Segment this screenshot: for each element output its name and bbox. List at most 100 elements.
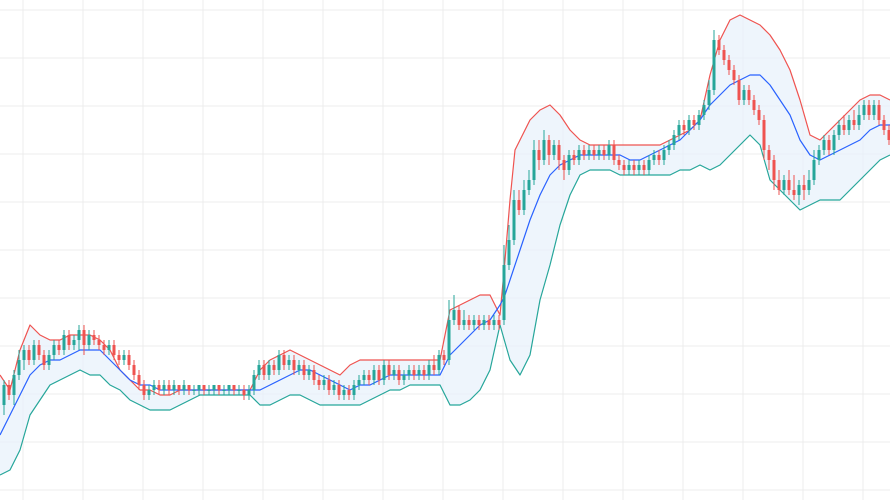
candle	[12, 370, 16, 405]
candle	[722, 45, 726, 65]
candle-body	[237, 390, 241, 391]
candle-body	[807, 180, 811, 190]
candle-body	[452, 310, 456, 320]
candle	[352, 380, 356, 400]
candle	[712, 30, 716, 95]
candle-body	[22, 350, 26, 360]
candle-body	[517, 200, 521, 210]
candle-body	[427, 365, 431, 375]
candle-body	[767, 150, 771, 160]
candle	[622, 160, 626, 175]
candle-body	[562, 160, 566, 170]
candle	[257, 360, 261, 380]
lower-band-line	[0, 134, 890, 476]
candle	[472, 315, 476, 330]
candle-body	[352, 385, 356, 395]
candle	[627, 160, 631, 175]
candle	[522, 180, 526, 215]
candle-body	[472, 320, 476, 325]
candle	[707, 80, 711, 110]
candle-body	[702, 105, 706, 115]
candle	[582, 145, 586, 160]
candle	[197, 385, 201, 395]
candle-body	[267, 365, 271, 375]
candle-body	[102, 345, 106, 350]
candle	[262, 360, 266, 380]
candle	[532, 140, 536, 185]
candle-body	[872, 105, 876, 115]
candle	[302, 360, 306, 380]
candle	[757, 105, 761, 125]
candle	[57, 340, 61, 355]
candle-body	[597, 150, 601, 155]
candle-body	[737, 80, 741, 100]
candle	[342, 385, 346, 400]
candle-body	[722, 50, 726, 60]
candle-body	[787, 180, 791, 190]
candle-body	[17, 360, 21, 375]
candle	[497, 315, 501, 330]
candle	[122, 350, 126, 365]
candle	[677, 120, 681, 140]
candle	[182, 380, 186, 395]
candle	[477, 315, 481, 330]
candle-body	[667, 145, 671, 150]
candle-body	[417, 370, 421, 375]
candle	[547, 135, 551, 165]
candle-body	[462, 320, 466, 325]
candle-body	[762, 120, 766, 150]
candle	[682, 120, 686, 135]
candle-body	[97, 340, 101, 345]
candle	[462, 310, 466, 330]
candle-body	[622, 165, 626, 170]
candle	[407, 365, 411, 380]
candle	[587, 145, 591, 160]
candle	[592, 145, 596, 160]
candle-body	[67, 335, 71, 345]
candle-body	[122, 355, 126, 360]
candle	[127, 350, 131, 370]
candle-body	[372, 370, 376, 380]
candle	[307, 365, 311, 380]
candle	[567, 150, 571, 175]
candle-body	[507, 240, 511, 265]
candle	[447, 300, 451, 365]
candle	[72, 335, 76, 350]
candle	[252, 370, 256, 395]
candle-body	[182, 385, 186, 390]
candle	[232, 385, 236, 395]
candle	[767, 145, 771, 170]
candle-body	[537, 150, 541, 160]
candle	[822, 135, 826, 155]
candle-body	[752, 100, 756, 110]
candle-body	[607, 145, 611, 155]
candle-body	[797, 185, 801, 195]
candle-body	[247, 390, 251, 395]
candles	[2, 30, 890, 415]
candle-body	[742, 90, 746, 100]
candle	[647, 155, 651, 175]
candle-body	[217, 385, 221, 390]
candle	[432, 355, 436, 375]
candle	[672, 130, 676, 150]
candle	[37, 340, 41, 360]
candle-body	[697, 115, 701, 125]
candle	[277, 350, 281, 375]
candle-body	[337, 385, 341, 395]
candle	[517, 190, 521, 215]
candle	[737, 75, 741, 105]
candle-body	[72, 340, 76, 345]
candle-body	[402, 375, 406, 380]
candle-body	[677, 125, 681, 135]
candle	[652, 150, 656, 165]
candle	[747, 85, 751, 105]
candle	[552, 140, 556, 160]
candle-body	[27, 350, 31, 360]
candle-body	[87, 335, 91, 345]
candle	[777, 170, 781, 195]
candle-body	[117, 355, 121, 360]
candle-body	[157, 385, 161, 390]
candle-body	[532, 150, 536, 180]
candle	[632, 160, 636, 175]
